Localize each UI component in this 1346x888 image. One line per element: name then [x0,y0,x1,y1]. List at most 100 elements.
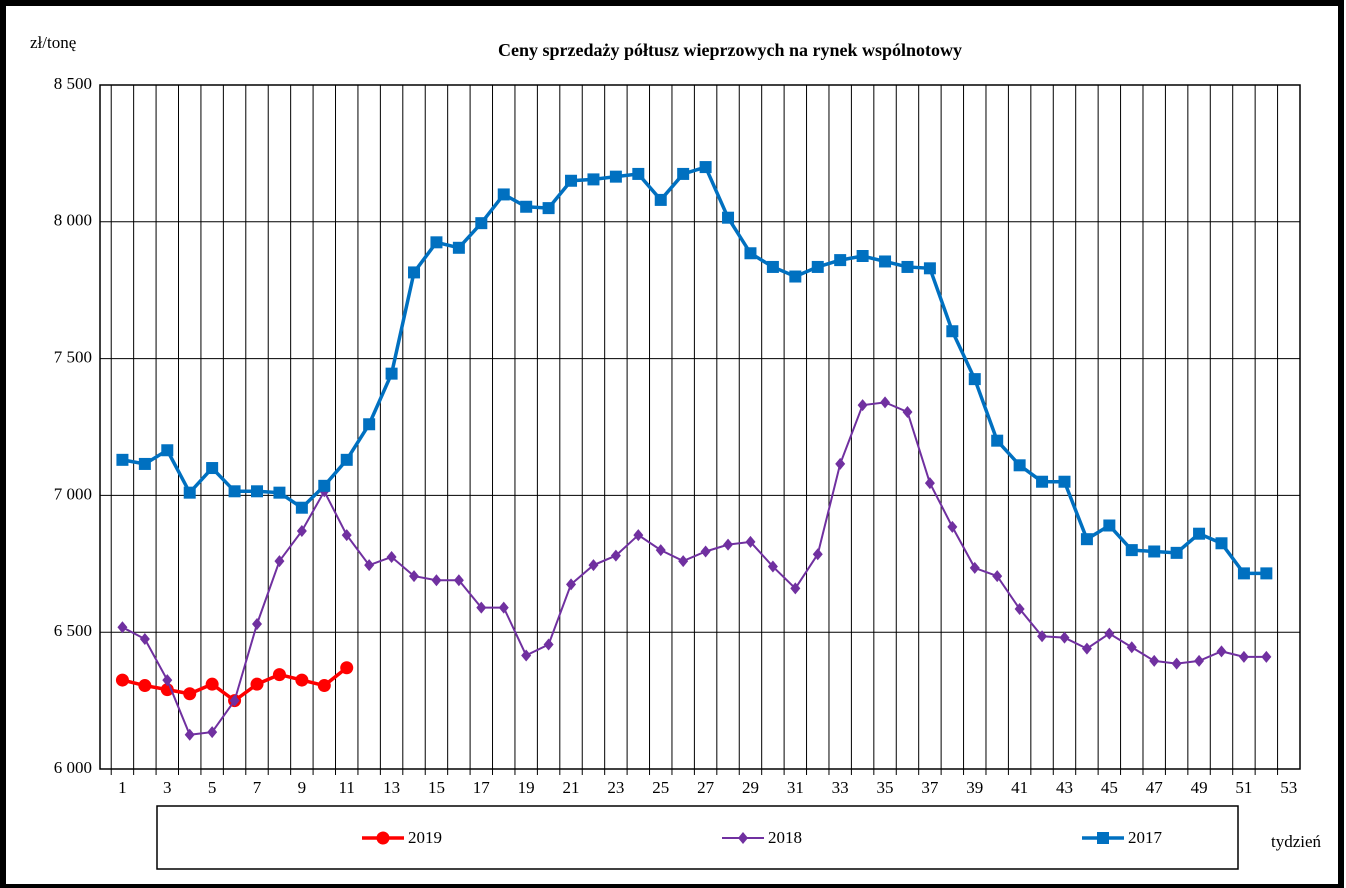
x-tick-label: 17 [473,778,491,797]
marker [566,578,577,591]
marker [207,726,218,739]
marker [1013,459,1026,472]
marker [475,217,488,230]
marker [610,549,621,562]
marker [273,486,286,499]
x-tick-label: 39 [966,778,983,797]
marker [700,545,711,558]
marker [116,453,129,466]
y-tick-label: 6 500 [54,621,92,640]
x-tick-label: 15 [428,778,445,797]
legend-label: 2019 [408,828,442,847]
marker [1080,533,1093,546]
y-tick-label: 8 000 [54,211,92,230]
marker [811,260,824,273]
legend-label: 2017 [1128,828,1163,847]
marker [946,325,959,338]
x-tick-label: 35 [877,778,894,797]
marker [654,193,667,206]
marker [1215,537,1228,550]
marker [408,266,421,279]
marker [340,453,353,466]
marker [139,633,150,646]
marker [386,550,397,563]
marker [835,457,846,470]
x-tick-label: 21 [563,778,580,797]
marker [1037,630,1048,643]
marker [183,486,196,499]
marker [364,559,375,572]
marker [1104,627,1115,640]
marker [228,485,241,498]
marker [1171,657,1182,670]
marker [452,241,465,254]
marker [385,367,398,380]
marker [542,202,555,215]
legend-box [156,805,1239,870]
marker [161,444,174,457]
marker [699,161,712,174]
x-tick-label: 29 [742,778,759,797]
marker [409,570,420,583]
marker [880,396,891,409]
marker [857,399,868,412]
marker [633,529,644,542]
marker [609,170,622,183]
x-tick-label: 11 [339,778,355,797]
marker [252,617,263,630]
x-tick-label: 33 [832,778,849,797]
marker [789,270,802,283]
marker [924,477,935,490]
marker [744,247,757,260]
x-axis-label: tydzień [1271,832,1322,851]
marker [521,649,532,662]
marker [1014,602,1025,615]
marker [117,621,128,634]
x-tick-label: 19 [518,778,535,797]
marker [543,638,554,651]
marker [565,174,578,187]
marker [498,601,509,614]
marker [497,188,510,201]
marker [1097,832,1109,844]
marker [251,485,264,498]
marker [588,559,599,572]
marker [431,574,442,587]
marker [767,560,778,573]
marker [677,167,690,180]
marker [1103,519,1116,532]
marker [923,262,936,275]
marker [115,673,129,687]
marker [1125,544,1138,557]
x-tick-label: 51 [1235,778,1252,797]
marker [902,405,913,418]
legend-label: 2018 [768,828,802,847]
x-tick-label: 1 [118,778,127,797]
x-tick-label: 7 [253,778,262,797]
marker [296,524,307,537]
marker [1261,650,1272,663]
chart-title: Ceny sprzedaży półtusz wieprzowych na ry… [498,40,962,60]
marker [723,538,734,551]
marker [1148,545,1161,558]
marker [1126,641,1137,654]
marker [947,520,958,533]
marker [1036,475,1049,488]
marker [1193,527,1206,540]
marker [184,728,195,741]
marker [250,677,264,691]
x-tick-label: 5 [208,778,217,797]
marker [1216,645,1227,658]
x-tick-label: 3 [163,778,172,797]
marker [969,561,980,574]
x-tick-label: 23 [607,778,624,797]
marker [274,555,285,568]
marker [476,601,487,614]
series-line [121,401,1267,736]
marker [738,832,748,844]
x-tick-label: 45 [1101,778,1118,797]
marker [632,167,645,180]
x-tick-label: 47 [1146,778,1164,797]
